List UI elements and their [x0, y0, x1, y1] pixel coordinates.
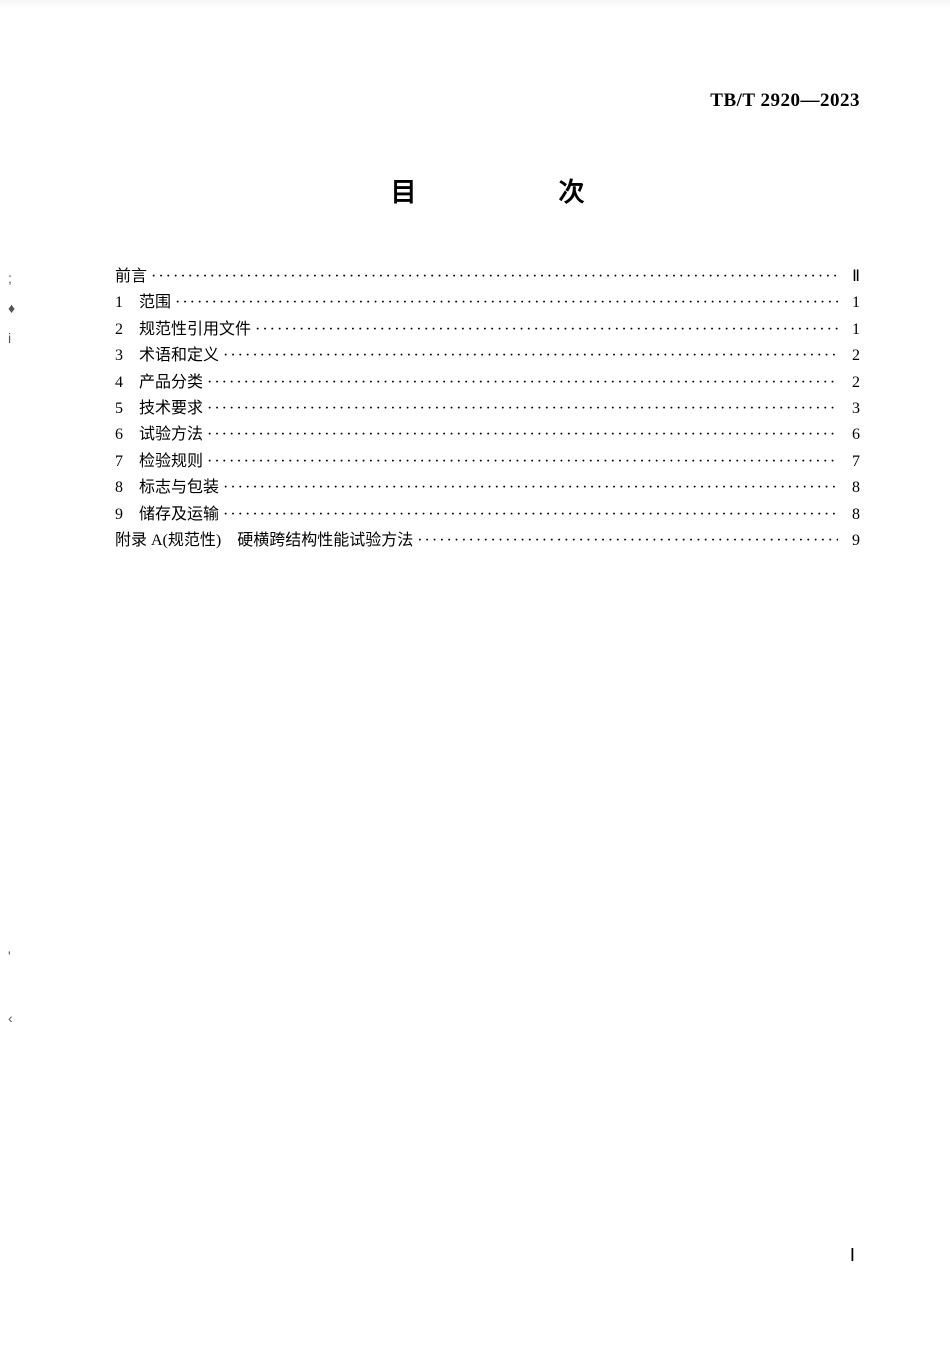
toc-entry: 1 范围 1 — [115, 290, 860, 316]
toc-entry: 前言 Ⅱ — [115, 264, 860, 290]
toc-entry-page: 2 — [842, 343, 860, 369]
toc-entry-page: 2 — [842, 370, 860, 396]
toc-entry: 2 规范性引用文件 1 — [115, 317, 860, 343]
toc-entry-title: 标志与包装 — [139, 479, 219, 496]
toc-entry-label: 附录 A(规范性) 硬横跨结构性能试验方法 — [115, 528, 413, 554]
toc-leader-dots — [175, 290, 838, 316]
toc-entry-label: 9 储存及运输 — [115, 502, 219, 528]
toc-entry-number: 2 — [115, 317, 133, 343]
toc-leader-dots — [223, 343, 838, 369]
toc-entry-label: 7 检验规则 — [115, 449, 203, 475]
toc-leader-dots — [207, 422, 838, 448]
page-number-footer: Ⅰ — [850, 1245, 855, 1266]
toc-entry-title: 范围 — [139, 294, 171, 311]
toc-entry: 4 产品分类 2 — [115, 370, 860, 396]
toc-entry-page: 3 — [842, 396, 860, 422]
toc-entry-label: 8 标志与包装 — [115, 475, 219, 501]
toc-entry-label: 6 试验方法 — [115, 422, 203, 448]
toc-entry-page: 8 — [842, 502, 860, 528]
toc-entry-page: Ⅱ — [842, 264, 860, 290]
toc-entry-title: 产品分类 — [139, 374, 203, 391]
toc-entry: 3 术语和定义 2 — [115, 343, 860, 369]
toc-leader-dots — [255, 317, 838, 343]
toc-entry-page: 1 — [842, 317, 860, 343]
toc-entry-page: 8 — [842, 475, 860, 501]
toc-entry-number: 1 — [115, 290, 133, 316]
toc-leader-dots — [207, 370, 838, 396]
toc-entry-title: 试验方法 — [139, 426, 203, 443]
toc-leader-dots — [417, 528, 838, 554]
table-of-contents: 前言Ⅱ1范围12规范性引用文件13术语和定义24产品分类25技术要求36试验方法… — [115, 264, 860, 554]
toc-leader-dots — [207, 396, 838, 422]
toc-entry-page: 7 — [842, 449, 860, 475]
page-title: 目 次 — [115, 172, 860, 209]
toc-entry-page: 9 — [842, 528, 860, 554]
toc-leader-dots — [223, 502, 838, 528]
toc-entry-title: 术语和定义 — [139, 347, 219, 364]
toc-entry: 7 检验规则 7 — [115, 449, 860, 475]
toc-entry: 6 试验方法 6 — [115, 422, 860, 448]
toc-entry-title: 规范性引用文件 — [139, 321, 251, 338]
toc-entry-label: 3 术语和定义 — [115, 343, 219, 369]
toc-entry-number: 5 — [115, 396, 133, 422]
toc-entry-label: 4 产品分类 — [115, 370, 203, 396]
toc-entry-label: 5 技术要求 — [115, 396, 203, 422]
toc-entry-number: 9 — [115, 502, 133, 528]
toc-entry-number: 4 — [115, 370, 133, 396]
toc-entry-title: 技术要求 — [139, 400, 203, 417]
toc-entry: 9 储存及运输 8 — [115, 502, 860, 528]
toc-entry-label: 2 规范性引用文件 — [115, 317, 251, 343]
toc-entry-page: 6 — [842, 422, 860, 448]
toc-entry-number: 7 — [115, 449, 133, 475]
toc-leader-dots — [207, 449, 838, 475]
toc-entry-title: 附录 A(规范性) 硬横跨结构性能试验方法 — [115, 532, 413, 549]
toc-entry-number: 3 — [115, 343, 133, 369]
toc-leader-dots — [223, 475, 838, 501]
toc-entry-label: 1 范围 — [115, 290, 171, 316]
toc-entry-title: 储存及运输 — [139, 506, 219, 523]
document-page: TB/T 2920—2023 目 次 前言Ⅱ1范围12规范性引用文件13术语和定… — [0, 0, 950, 1346]
standard-number: TB/T 2920—2023 — [115, 90, 860, 112]
toc-entry: 8 标志与包装 8 — [115, 475, 860, 501]
toc-entry-label: 前言 — [115, 264, 147, 290]
toc-leader-dots — [151, 264, 838, 290]
toc-entry: 附录 A(规范性) 硬横跨结构性能试验方法 9 — [115, 528, 860, 554]
toc-entry-title: 前言 — [115, 268, 147, 285]
toc-entry-page: 1 — [842, 290, 860, 316]
toc-entry-number: 8 — [115, 475, 133, 501]
toc-entry-title: 检验规则 — [139, 453, 203, 470]
toc-entry-number: 6 — [115, 422, 133, 448]
toc-entry: 5 技术要求 3 — [115, 396, 860, 422]
